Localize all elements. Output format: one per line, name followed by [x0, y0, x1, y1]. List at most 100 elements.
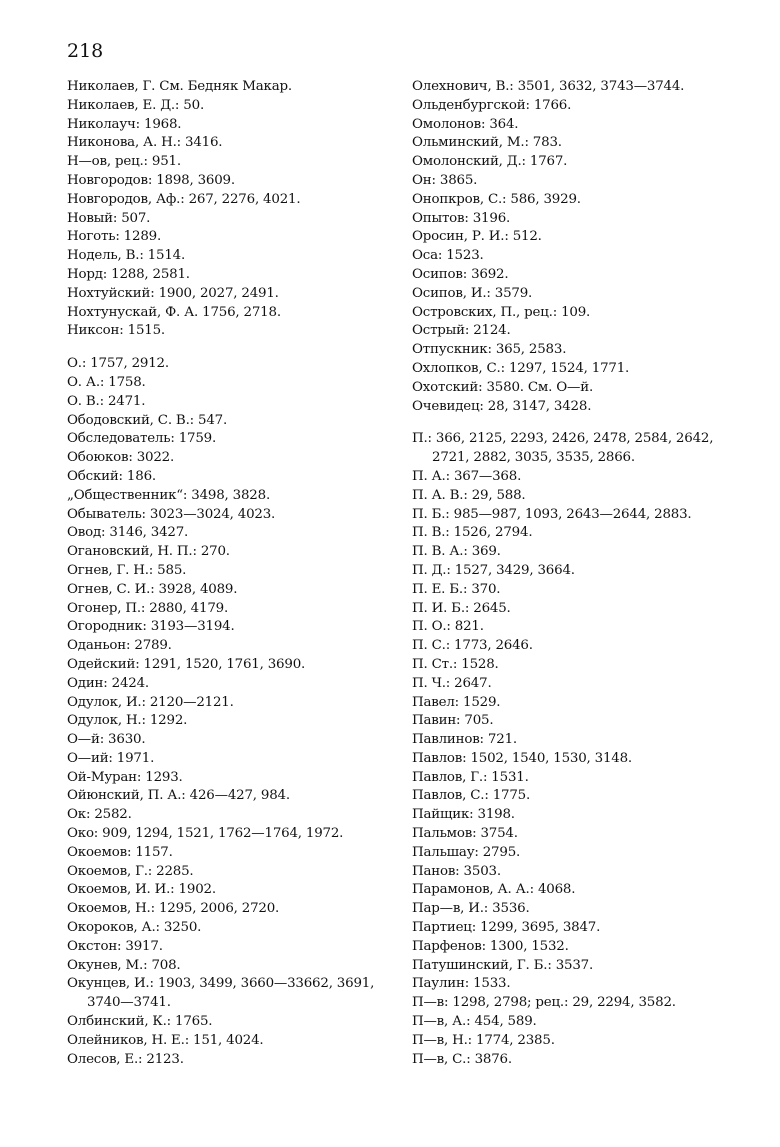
- index-entry: Обский: 186.: [67, 468, 417, 487]
- index-entry: Парамонов, А. А.: 4068.: [412, 881, 762, 900]
- index-entry: Парфенов: 1300, 1532.: [412, 938, 762, 957]
- index-entry-text: Олбинский, К.: 1765.: [67, 1014, 213, 1030]
- index-entry: Отпускник: 365, 2583.: [412, 341, 762, 360]
- index-entry-text: Окунев, М.: 708.: [67, 957, 181, 973]
- index-entry-text: П—в, А.: 454, 589.: [412, 1014, 537, 1030]
- index-column-left: Николаев, Г. См. Бедняк Макар. Николаев, …: [67, 78, 417, 1069]
- index-entry-text: Обский: 186.: [67, 468, 156, 484]
- index-entry: Павин: 705.: [412, 712, 762, 731]
- index-entry-text: Паулин: 1533.: [412, 976, 511, 992]
- index-entry: Онопкров, С.: 586, 3929.: [412, 191, 762, 210]
- index-entry-text: Нохтуйский: 1900, 2027, 2491.: [67, 285, 279, 301]
- index-entry-text: Партиец: 1299, 3695, 3847.: [412, 920, 601, 936]
- index-entry: П. И. Б.: 2645.: [412, 600, 762, 619]
- index-entry-text: Окороков, А.: 3250.: [67, 920, 202, 936]
- index-entry-text: Огнев, Г. Н.: 585.: [67, 562, 187, 578]
- index-entry: Оса: 1523.: [412, 247, 762, 266]
- index-entry-text: П. Д.: 1527, 3429, 3664.: [412, 562, 575, 578]
- index-entry: О. А.: 1758.: [67, 374, 417, 393]
- index-entry: Новгородов: 1898, 3609.: [67, 172, 417, 191]
- index-entry-text: Око: 909, 1294, 1521, 1762—1764, 1972.: [67, 826, 344, 842]
- index-entry-text: Олесов, Е.: 2123.: [67, 1051, 184, 1067]
- index-entry: П. С.: 1773, 2646.: [412, 637, 762, 656]
- index-entry-text: П. С.: 1773, 2646.: [412, 638, 533, 654]
- index-entry: Обыватель: 3023—3024, 4023.: [67, 506, 417, 525]
- index-entry: Оросин, Р. И.: 512.: [412, 228, 762, 247]
- index-entry-text: Осипов: 3692.: [412, 266, 509, 282]
- index-group: П.: 366, 2125, 2293, 2426, 2478, 2584, 2…: [412, 430, 762, 1069]
- index-entry: Ольминский, М.: 783.: [412, 134, 762, 153]
- index-entry-text: Олейников, Н. Е.: 151, 4024.: [67, 1032, 264, 1048]
- index-entry-text: Одейский: 1291, 1520, 1761, 3690.: [67, 656, 306, 672]
- index-entry: Очевидец: 28, 3147, 3428.: [412, 398, 762, 417]
- index-entry: Омолонов: 364.: [412, 116, 762, 135]
- index-entry: Партиец: 1299, 3695, 3847.: [412, 919, 762, 938]
- index-entry: Никсон: 1515.: [67, 322, 417, 341]
- index-entry-text: Никсон: 1515.: [67, 323, 165, 339]
- index-entry: Огнев, Г. Н.: 585.: [67, 562, 417, 581]
- index-entry-text: Оданьон: 2789.: [67, 638, 172, 654]
- index-entry: П. Е. Б.: 370.: [412, 581, 762, 600]
- index-entry: Николаев, Г. См. Бедняк Макар.: [67, 78, 417, 97]
- index-entry-text: Охлопков, С.: 1297, 1524, 1771.: [412, 360, 630, 376]
- index-entry: Окоемов, И. И.: 1902.: [67, 881, 417, 900]
- index-entry-text: Норд: 1288, 2581.: [67, 266, 190, 282]
- index-entry-text: Оса: 1523.: [412, 248, 484, 264]
- index-entry: О. В.: 2471.: [67, 393, 417, 412]
- index-entry-text: П.: 366, 2125, 2293, 2426, 2478, 2584, 2…: [412, 431, 714, 447]
- index-entry: Н—ов, рец.: 951.: [67, 153, 417, 172]
- index-entry-continuation: 2721, 2882, 3035, 3535, 2866.: [432, 450, 635, 466]
- index-entry: Олбинский, К.: 1765.: [67, 1013, 417, 1032]
- index-entry: Огородник: 3193—3194.: [67, 618, 417, 637]
- index-entry-text: Новый: 507.: [67, 210, 151, 226]
- index-entry: Олехнович, В.: 3501, 3632, 3743—3744.: [412, 78, 762, 97]
- index-entry-text: Павин: 705.: [412, 713, 494, 729]
- index-entry-text: П. В. А.: 369.: [412, 544, 501, 560]
- index-entry: П. В. А.: 369.: [412, 543, 762, 562]
- index-entry-text: П. А.: 367—368.: [412, 468, 522, 484]
- index-entry-text: О—й: 3630.: [67, 732, 146, 748]
- index-entry: П—в: 1298, 2798; рец.: 29, 2294, 3582.: [412, 994, 762, 1013]
- index-entry: Олесов, Е.: 2123.: [67, 1051, 417, 1070]
- index-entry-text: Павел: 1529.: [412, 694, 501, 710]
- index-entry: Один: 2424.: [67, 675, 417, 694]
- index-entry: Ольденбургской: 1766.: [412, 97, 762, 116]
- index-entry: Новый: 507.: [67, 210, 417, 229]
- index-entry: П.: 366, 2125, 2293, 2426, 2478, 2584, 2…: [412, 430, 762, 468]
- index-entry: Павел: 1529.: [412, 694, 762, 713]
- index-entry: П—в, С.: 3876.: [412, 1051, 762, 1070]
- index-entry-text: Нодель, В.: 1514.: [67, 248, 186, 264]
- index-column-right: Олехнович, В.: 3501, 3632, 3743—3744. Оль…: [412, 78, 762, 1069]
- index-entry-text: Овод: 3146, 3427.: [67, 525, 189, 541]
- index-entry: Огановский, Н. П.: 270.: [67, 543, 417, 562]
- index-entry: Пальшау: 2795.: [412, 844, 762, 863]
- index-entry: Охотский: 3580. См. О—й.: [412, 379, 762, 398]
- index-entry-continuation: 3740—3741.: [87, 995, 171, 1011]
- index-entry: П. Д.: 1527, 3429, 3664.: [412, 562, 762, 581]
- index-entry-text: Новгородов, Аф.: 267, 2276, 4021.: [67, 191, 301, 207]
- index-entry-text: П—в: 1298, 2798; рец.: 29, 2294, 3582.: [412, 995, 676, 1011]
- index-entry-text: Островских, П., рец.: 109.: [412, 304, 591, 320]
- index-entry-text: Обыватель: 3023—3024, 4023.: [67, 506, 276, 522]
- index-entry: Паулин: 1533.: [412, 975, 762, 994]
- index-entry: „Общественник“: 3498, 3828.: [67, 487, 417, 506]
- index-entry: Олейников, Н. Е.: 151, 4024.: [67, 1032, 417, 1051]
- index-entry: Ноготь: 1289.: [67, 228, 417, 247]
- index-entry: Николаев, Е. Д.: 50.: [67, 97, 417, 116]
- index-entry: О—ий: 1971.: [67, 750, 417, 769]
- index-entry-text: Патушинский, Г. Б.: 3537.: [412, 957, 594, 973]
- index-entry: Осипов, И.: 3579.: [412, 285, 762, 304]
- index-entry-text: Николаев, Г. См. Бедняк Макар.: [67, 79, 292, 94]
- index-entry-text: Один: 2424.: [67, 675, 149, 691]
- index-entry-text: Окунцев, И.: 1903, 3499, 3660—33662, 369…: [67, 976, 375, 992]
- index-entry-text: Пальмов: 3754.: [412, 826, 518, 842]
- index-entry: Огонер, П.: 2880, 4179.: [67, 600, 417, 619]
- index-entry-text: Нохтунускай, Ф. А. 1756, 2718.: [67, 304, 281, 320]
- index-entry: П. В.: 1526, 2794.: [412, 524, 762, 543]
- index-entry-text: Окоемов: 1157.: [67, 844, 173, 860]
- index-entry-text: Острый: 2124.: [412, 323, 511, 339]
- index-entry: Окоемов: 1157.: [67, 844, 417, 863]
- index-entry: П—в, А.: 454, 589.: [412, 1013, 762, 1032]
- index-group: Николаев, Г. См. Бедняк Макар. Николаев, …: [67, 78, 417, 341]
- index-entry-text: Ноготь: 1289.: [67, 229, 162, 245]
